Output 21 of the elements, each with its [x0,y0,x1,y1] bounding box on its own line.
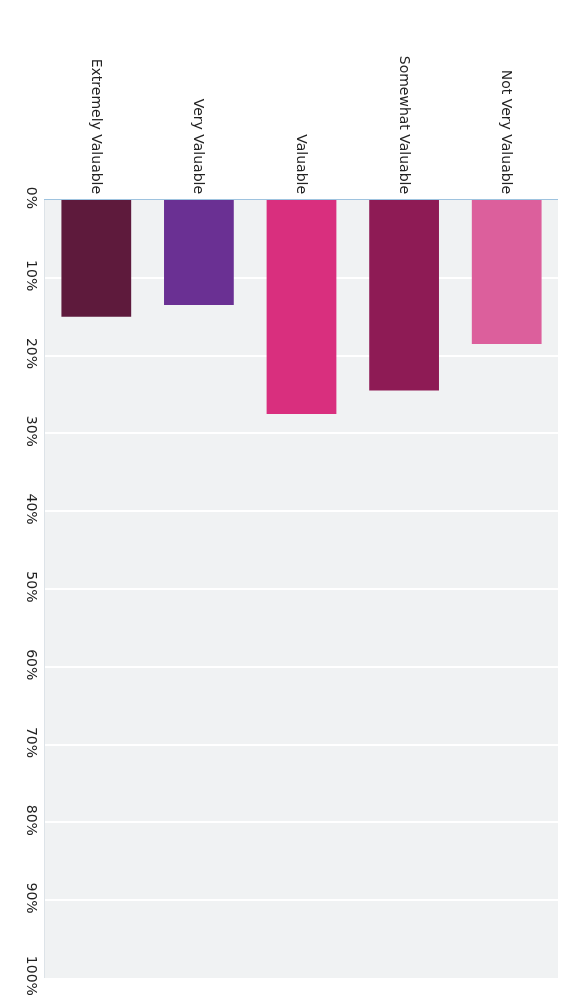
y-tick-label: 100% [24,955,41,996]
y-tick-label: 80% [24,804,41,836]
y-tick-label: 50% [24,571,41,603]
bar [164,200,234,306]
y-tick-label: 10% [24,260,41,292]
y-tick-label: 90% [24,882,41,914]
y-tick-label: 20% [24,337,41,370]
x-tick-label: Very Valuable [191,98,208,195]
x-tick-label: Extremely Valuable [88,58,105,195]
y-tick-label: 60% [24,649,41,681]
x-tick-label: Somewhat Valuable [396,55,413,195]
x-tick-label: Valuable [293,134,310,195]
y-tick-label: 30% [24,415,41,447]
bar [369,200,439,391]
y-tick-label: 40% [24,493,41,525]
bar [471,200,542,344]
y-tick-label: 70% [24,726,41,759]
x-tick-label: Not Very Valuable [499,69,516,195]
y-tick-label: 0% [24,186,41,210]
bar [61,200,132,317]
bar [266,200,337,414]
